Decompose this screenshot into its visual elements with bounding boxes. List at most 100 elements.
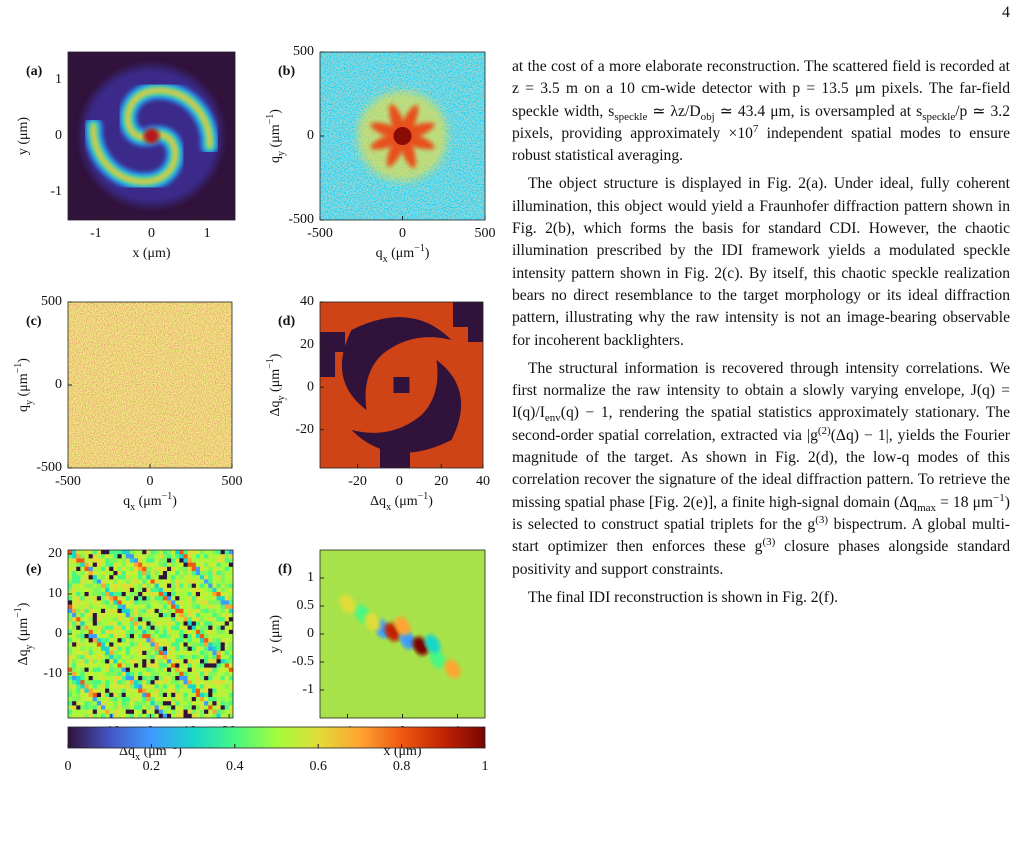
pixel xyxy=(162,571,168,576)
colorbar-tick-label: 0.4 xyxy=(226,759,244,774)
pixel xyxy=(129,554,135,559)
pixel xyxy=(101,566,106,572)
pixel xyxy=(72,617,77,622)
pixel xyxy=(138,575,143,580)
pixel xyxy=(72,600,77,605)
pixel xyxy=(187,671,193,677)
text-run: ) xyxy=(177,744,182,759)
pixel xyxy=(158,642,164,647)
pixel xyxy=(183,650,188,656)
pixel xyxy=(171,621,176,626)
pixel xyxy=(138,550,143,555)
pixel xyxy=(68,579,73,584)
pixel xyxy=(162,613,168,618)
pixel xyxy=(88,554,94,559)
pixel xyxy=(228,558,233,563)
pixel xyxy=(134,566,139,572)
pixel xyxy=(191,617,197,622)
pixel xyxy=(88,575,94,580)
pixel xyxy=(228,562,233,568)
pixel xyxy=(162,671,168,677)
pixel xyxy=(208,566,213,572)
pixel xyxy=(84,655,89,660)
pixel xyxy=(228,592,233,597)
pixel xyxy=(183,613,188,618)
pixel xyxy=(200,596,205,601)
pixel xyxy=(150,688,155,694)
pixel xyxy=(179,684,184,689)
pixel xyxy=(146,701,151,706)
pixel xyxy=(208,709,213,715)
y-tick-label: 500 xyxy=(41,294,62,309)
pixel xyxy=(72,713,77,718)
pixel xyxy=(80,600,85,605)
pixel xyxy=(212,613,217,618)
pixel xyxy=(121,571,127,576)
subscript: x xyxy=(386,502,391,513)
y-tick-label: 1 xyxy=(55,72,62,87)
pixel xyxy=(113,554,118,559)
pixel xyxy=(195,600,201,605)
pixel xyxy=(125,713,131,718)
pixel xyxy=(84,600,89,605)
pixel xyxy=(220,617,226,622)
pixel xyxy=(84,692,89,698)
pixel xyxy=(117,638,122,643)
pixel xyxy=(117,596,122,601)
axes-frame xyxy=(319,301,484,469)
pixel xyxy=(195,621,201,626)
pixel xyxy=(109,583,114,589)
pixel xyxy=(142,554,147,559)
pixel xyxy=(68,655,73,660)
pixel xyxy=(125,617,131,622)
pixel xyxy=(216,676,221,681)
y-tick-label: 0 xyxy=(55,128,62,143)
pixel xyxy=(154,621,160,626)
pixel xyxy=(142,613,147,618)
pixel xyxy=(191,655,197,660)
pixel xyxy=(92,659,98,664)
pixel xyxy=(76,705,81,710)
pixel xyxy=(121,579,127,584)
pixel xyxy=(134,621,139,626)
pixel xyxy=(129,650,135,656)
pixel xyxy=(175,617,180,622)
pixel xyxy=(195,562,201,568)
pixel xyxy=(150,562,155,568)
pixel xyxy=(179,713,184,718)
pixel xyxy=(200,642,205,647)
pixel xyxy=(92,587,98,593)
pixel xyxy=(113,676,118,681)
pixel xyxy=(146,667,151,673)
pixel xyxy=(125,579,131,584)
pixel xyxy=(113,638,118,643)
pixel xyxy=(129,629,135,635)
y-tick-label: 0 xyxy=(307,128,314,143)
pixel xyxy=(183,692,188,698)
pixel xyxy=(129,613,135,618)
colorbar-tick-label: 0.6 xyxy=(309,759,327,774)
pixel xyxy=(125,676,131,681)
pixel xyxy=(228,713,233,718)
pixel xyxy=(179,705,184,710)
pixel xyxy=(121,697,127,702)
pixel xyxy=(200,659,205,664)
pixel xyxy=(167,713,172,718)
pixel xyxy=(204,596,209,601)
pixel xyxy=(96,634,102,639)
pixel xyxy=(224,613,230,618)
y-tick-label: 0 xyxy=(307,626,314,641)
pixel xyxy=(105,688,110,694)
pixel xyxy=(129,625,135,631)
pixel xyxy=(80,625,85,631)
pixel xyxy=(216,709,221,715)
blob xyxy=(394,616,411,636)
pixel xyxy=(216,625,221,631)
pixel xyxy=(162,604,168,610)
pixel xyxy=(179,692,184,698)
pixel xyxy=(88,663,94,668)
y-axis-label: qy (μm−1) xyxy=(13,358,35,412)
pixel xyxy=(76,617,81,622)
pixel xyxy=(142,583,147,589)
pixel xyxy=(183,604,188,610)
